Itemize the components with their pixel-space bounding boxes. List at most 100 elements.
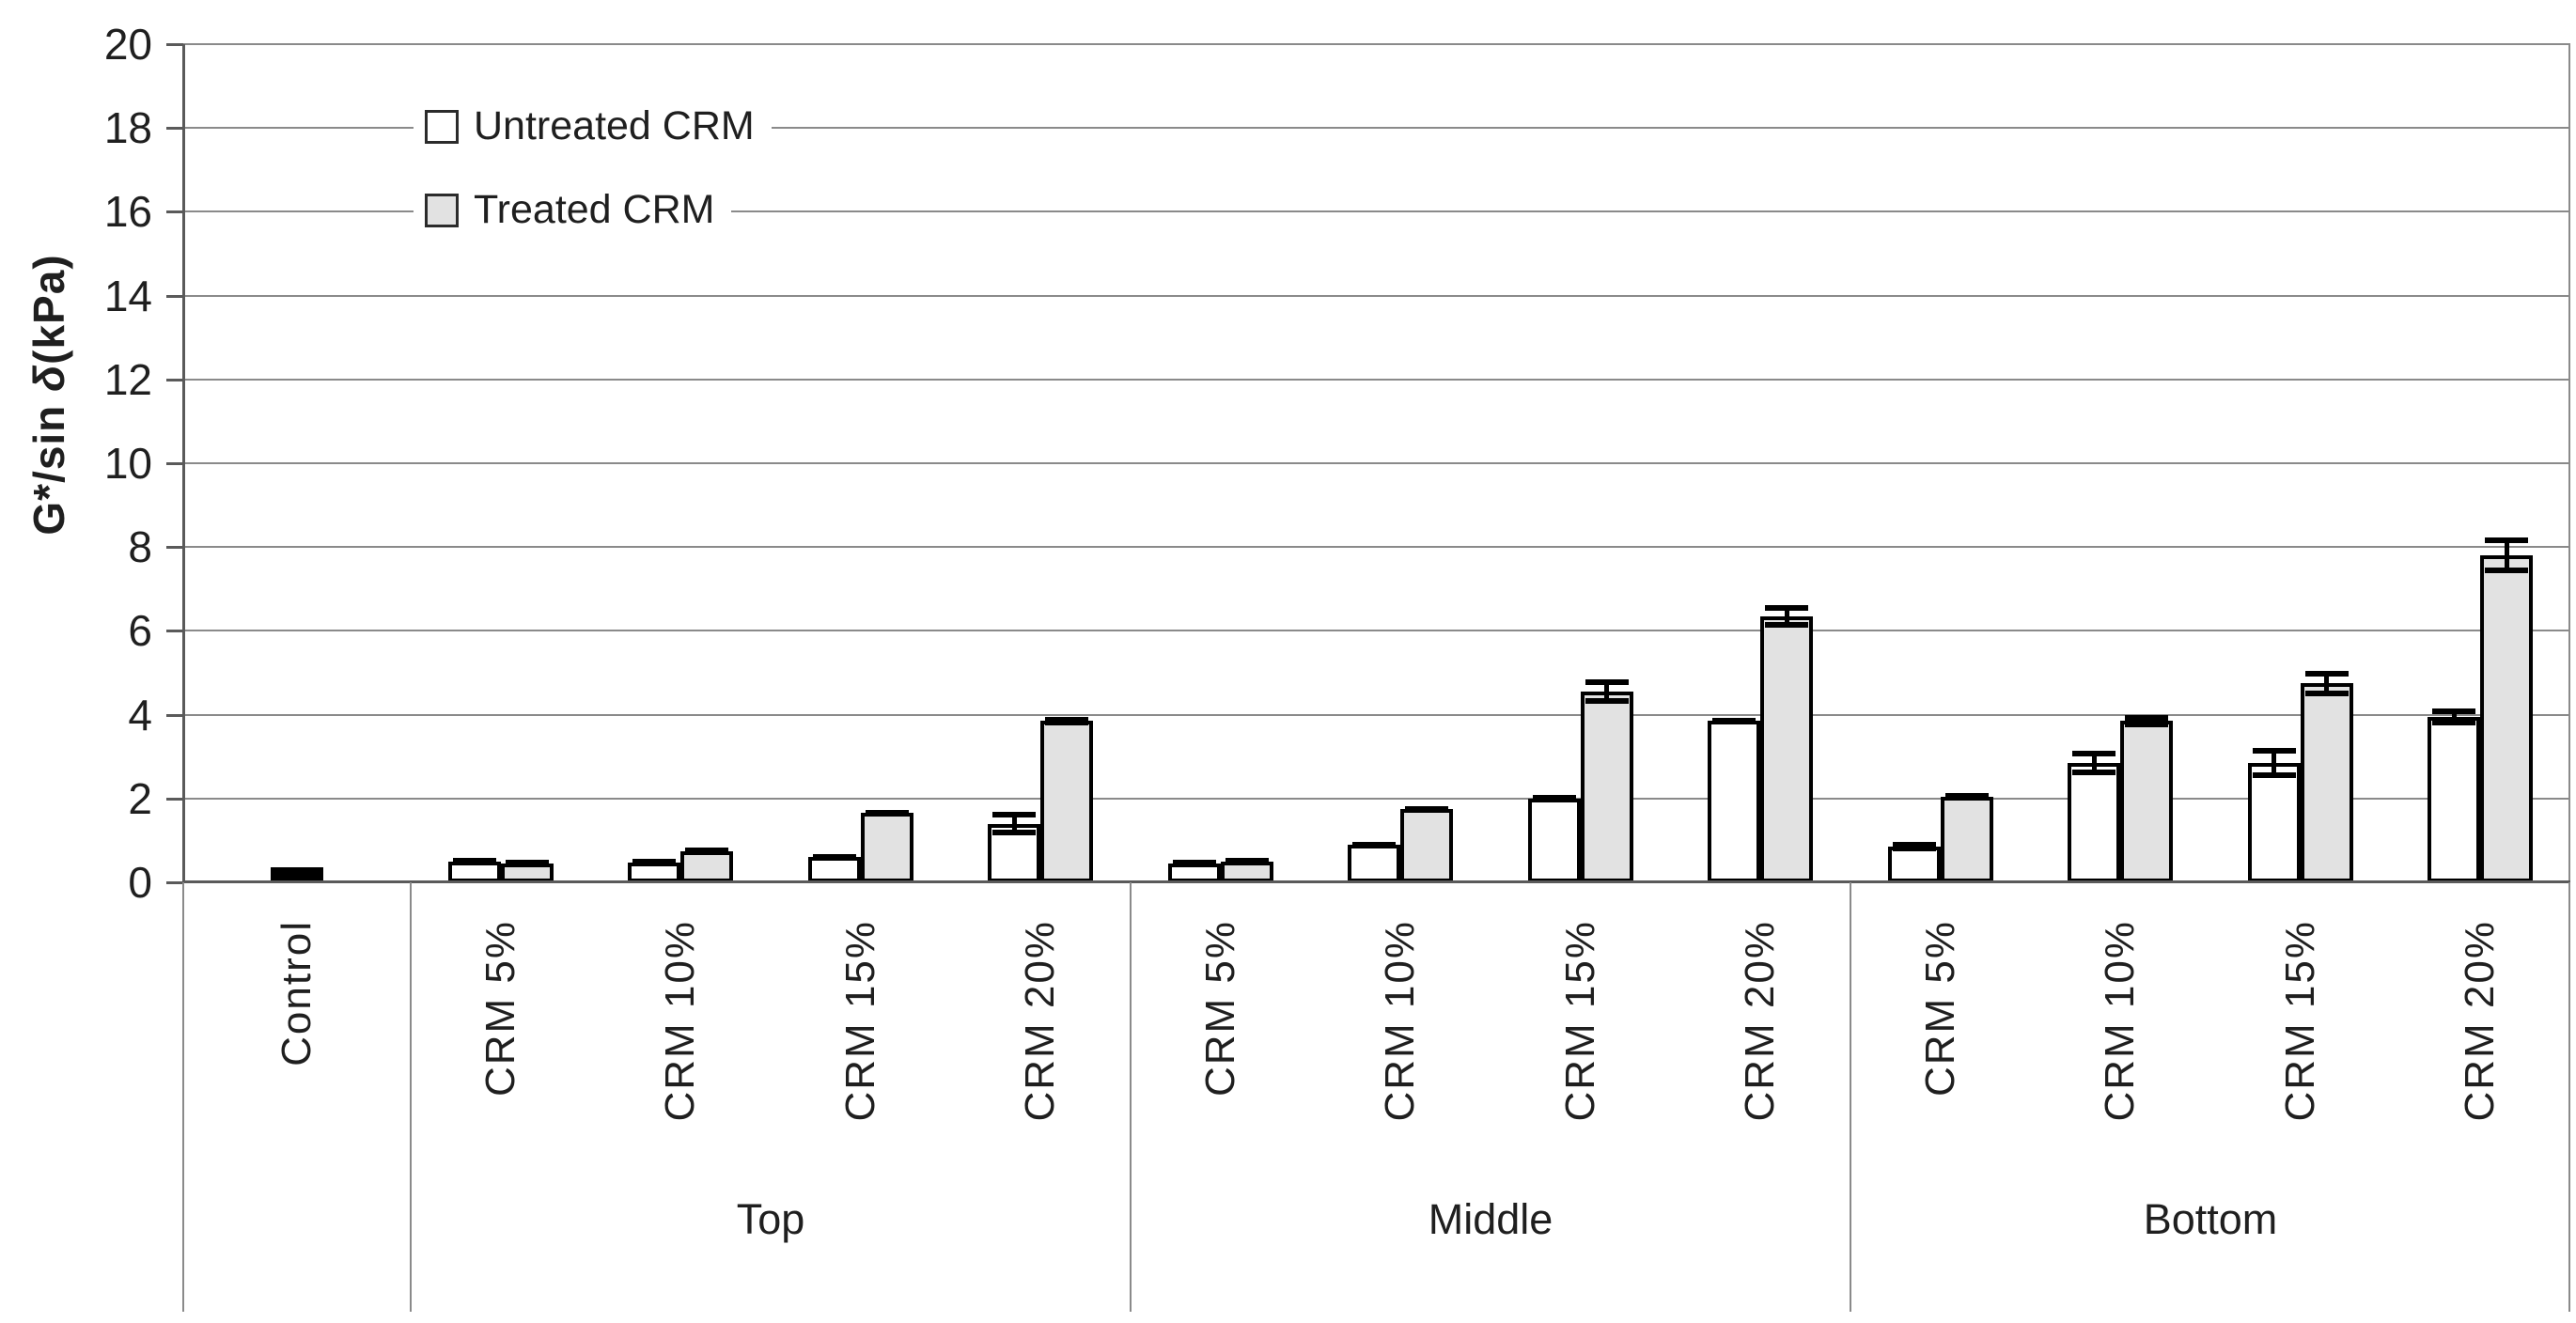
bar-top-crm-5pct-treated-crm [500,863,554,882]
error-bar-cap-top [2304,670,2349,677]
x-label-bottom-crm-15pct: CRM 15% [2210,882,2391,1192]
error-bar-middle-crm-10pct-untreated-crm [1352,841,1397,848]
bar-middle-crm-5pct-treated-crm [1220,861,1273,882]
error-bar-cap-bottom [1532,796,1576,802]
error-bar-cap-bottom [2485,567,2529,573]
axis-separator-1 [410,882,412,1312]
error-bar-cap-top [1585,678,1629,685]
bar-top-crm-10pct-untreated-crm [628,862,681,882]
group-label-middle: Middle [1428,1195,1553,1243]
x-label-text: CRM 20% [1737,920,1784,1122]
x-label-text: CRM 15% [2276,920,2323,1122]
error-bar-cap-bottom [1892,846,1936,852]
y-tick-0 [166,881,183,884]
error-bar-middle-crm-20pct-untreated-crm [1712,717,1756,724]
category-cell-middle-crm-10pct [1311,44,1491,882]
error-bar-bottom-crm-15pct-treated-crm [2304,670,2349,696]
error-bar-cap-bottom [1765,621,1809,628]
error-bar-stem [2091,750,2097,776]
axis-separator-4 [2568,882,2570,1312]
axis-separator-2 [1130,882,1132,1312]
error-bar-middle-crm-5pct-untreated-crm [1172,859,1216,865]
error-bar-bottom-crm-5pct-treated-crm [1944,793,1989,800]
error-bar-stem [2324,670,2330,696]
bar-bottom-crm-5pct-untreated-crm [1887,847,1941,882]
y-tick-label-12: 12 [103,354,152,404]
x-label-text: CRM 15% [836,920,883,1122]
error-bar-bottom-crm-5pct-untreated-crm [1892,841,1936,852]
bar-bottom-crm-15pct-untreated-crm [2247,762,2301,882]
y-tick-label-0: 0 [128,858,152,907]
x-label-text: CRM 10% [657,920,704,1122]
error-bar-cap-bottom [2125,721,2169,727]
x-label-text: CRM 20% [2457,920,2504,1122]
plot-area: Untreated CRM Treated CRM [183,43,2571,882]
category-cell-bottom-crm-5pct [1850,44,2031,882]
bar-middle-crm-10pct-treated-crm [1400,808,1454,882]
error-bar-top-crm-20pct-treated-crm [1045,716,1089,725]
y-tick-18 [166,127,183,131]
x-label-middle-crm-5pct: CRM 5% [1131,882,1311,1192]
bar-top-crm-5pct-untreated-crm [447,861,501,882]
error-bar-cap-bottom [1585,698,1629,705]
error-bar-top-crm-5pct-untreated-crm [452,857,496,864]
error-bar-cap-top [2072,750,2116,756]
category-cell-bottom-crm-15pct [2210,44,2391,882]
x-label-control-control: Control [183,882,411,1192]
bar-top-crm-15pct-untreated-crm [807,857,861,882]
gridline-6 [183,630,2570,632]
y-tick-label-4: 4 [128,690,152,739]
y-tick-label-10: 10 [103,439,152,488]
category-cell-bottom-crm-20pct [2391,44,2571,882]
error-bar-cap-top [992,812,1037,818]
error-bar-cap-top [2485,537,2529,544]
error-bar-cap-bottom [2432,719,2476,725]
error-bar-cap-bottom [1352,841,1397,848]
error-bar-cap-bottom [1225,857,1269,864]
bar-bottom-crm-20pct-treated-crm [2480,555,2534,882]
error-bar-stem [2144,714,2149,727]
error-bar-stem [2272,748,2277,778]
x-label-text: CRM 10% [1377,920,1424,1122]
y-axis-tick-labels: 0 2 4 6 8 10 12 14 16 18 20 [0,20,152,907]
error-bar-cap-bottom [992,830,1037,836]
legend-item-treated-crm: Treated CRM [414,181,732,239]
error-bar-stem [1784,604,1789,628]
x-label-top-crm-15pct: CRM 15% [771,882,951,1192]
error-bar-cap-bottom [1405,805,1449,812]
error-bar-cap-top [1892,841,1936,848]
error-bar-cap-bottom [1944,793,1989,800]
error-bar-top-crm-20pct-untreated-crm [992,812,1037,836]
axis-separator-0 [182,882,184,1312]
bar-middle-crm-20pct-treated-crm [1760,615,1814,882]
x-label-middle-crm-10pct: CRM 10% [1311,882,1491,1192]
x-label-text: CRM 5% [1916,920,1963,1097]
bar-bottom-crm-5pct-treated-crm [1940,796,1993,882]
error-bar-cap-top [2125,714,2169,721]
x-label-text: CRM 5% [1196,920,1243,1097]
y-tick-20 [166,43,183,46]
category-cell-bottom-crm-10pct [2031,44,2211,882]
error-bar-bottom-crm-20pct-untreated-crm [2432,708,2476,725]
x-label-middle-crm-15pct: CRM 15% [1491,882,1671,1192]
bar-bottom-crm-20pct-untreated-crm [2428,716,2481,882]
x-axis-baseline [183,880,2570,883]
x-label-top-crm-10pct: CRM 10% [591,882,772,1192]
error-bar-cap-bottom [865,810,909,817]
error-bar-cap-top [2432,708,2476,714]
axis-separator-3 [1850,882,1851,1312]
error-bar-stem [2451,708,2457,725]
gridline-16 [183,210,2570,213]
gridline-12 [183,378,2570,381]
error-bar-cap-bottom [1045,719,1089,725]
y-tick-16 [166,210,183,214]
category-cell-top-crm-20pct [951,44,1132,882]
bar-bottom-crm-10pct-treated-crm [2120,721,2174,882]
gridline-20 [183,43,2570,45]
x-label-bottom-crm-20pct: CRM 20% [2391,882,2571,1192]
error-bar-bottom-crm-10pct-untreated-crm [2072,750,2116,776]
error-bar-middle-crm-10pct-treated-crm [1405,805,1449,812]
error-bar-top-crm-15pct-treated-crm [865,810,909,817]
x-label-bottom-crm-5pct: CRM 5% [1850,882,2031,1192]
category-cell-middle-crm-15pct [1491,44,1671,882]
